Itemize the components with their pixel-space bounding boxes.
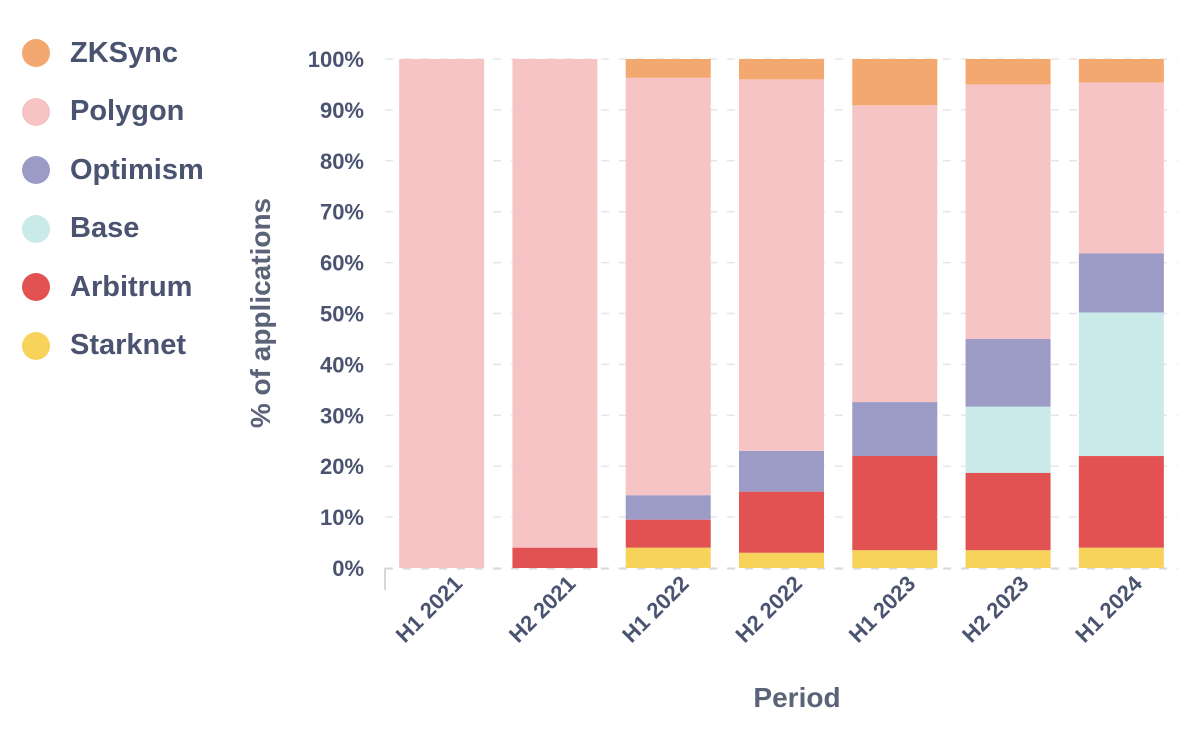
x-tick-label-h1-2024: H1 2024 [1070, 570, 1147, 647]
bar-optimism-h2-2023 [965, 338, 1051, 407]
y-tick-label: 20% [320, 454, 364, 479]
x-tick-label-h1-2023: H1 2023 [844, 571, 921, 648]
y-tick-label: 40% [320, 352, 364, 377]
y-tick-label: 70% [320, 200, 364, 225]
legend-item-optimism: Optimism [22, 141, 204, 200]
bar-zksync-h2-2023 [965, 59, 1051, 85]
x-tick-label-h1-2022: H1 2022 [617, 571, 694, 648]
x-axis-title: Period [753, 682, 840, 713]
bar-starknet-h1-2023 [852, 550, 938, 568]
bar-arbitrum-h2-2022 [739, 491, 824, 553]
bar-base-h2-2023 [965, 406, 1051, 473]
bar-optimism-h1-2024 [1078, 253, 1164, 313]
bar-zksync-h1-2024 [1078, 59, 1164, 83]
legend-swatch-polygon [22, 97, 50, 126]
legend-swatch-arbitrum [22, 273, 50, 302]
y-tick-label: 80% [320, 149, 364, 174]
legend-item-base: Base [22, 200, 204, 259]
legend-swatch-zksync [22, 39, 50, 68]
bar-base-h1-2024 [1078, 312, 1164, 457]
y-tick-label: 100% [308, 47, 364, 72]
bar-starknet-h2-2022 [739, 552, 824, 568]
bar-arbitrum-h1-2022 [625, 519, 711, 548]
legend-item-starknet: Starknet [22, 317, 204, 376]
legend-item-arbitrum: Arbitrum [22, 258, 204, 317]
legend-label-starknet: Starknet [70, 329, 187, 362]
legend-item-zksync: ZKSync [22, 24, 204, 83]
bar-polygon-h1-2022 [625, 77, 711, 496]
bar-polygon-h1-2021 [399, 59, 485, 568]
legend-label-optimism: Optimism [70, 153, 204, 186]
y-tick-label: 10% [320, 505, 364, 530]
legend-label-base: Base [70, 212, 140, 245]
bar-starknet-h1-2024 [1078, 547, 1164, 568]
bar-polygon-h1-2024 [1078, 82, 1164, 254]
bar-zksync-h1-2023 [852, 59, 938, 106]
legend-label-polygon: Polygon [70, 95, 185, 128]
bar-starknet-h2-2023 [965, 550, 1051, 568]
legend-item-polygon: Polygon [22, 83, 204, 142]
bar-polygon-h2-2021 [512, 59, 598, 548]
bar-zksync-h1-2022 [625, 59, 711, 78]
legend-swatch-base [22, 214, 50, 243]
x-tick-label-h2-2023: H2 2023 [957, 571, 1034, 648]
x-tick-label-h2-2021: H2 2021 [504, 571, 581, 648]
bar-starknet-h1-2022 [625, 547, 711, 568]
y-tick-label: 30% [320, 403, 364, 428]
legend-swatch-starknet [22, 331, 50, 360]
bar-arbitrum-h1-2024 [1078, 456, 1164, 548]
x-tick-label-h1-2021: H1 2021 [391, 571, 468, 648]
y-tick-label: 60% [320, 251, 364, 276]
bar-zksync-h2-2022 [739, 59, 824, 80]
legend-label-zksync: ZKSync [70, 36, 178, 69]
bar-optimism-h2-2022 [739, 450, 824, 492]
bar-optimism-h1-2022 [625, 495, 711, 520]
bar-arbitrum-h2-2023 [965, 472, 1051, 551]
y-axis-title: % of applications [245, 198, 276, 428]
bar-polygon-h2-2023 [965, 84, 1051, 339]
legend-label-arbitrum: Arbitrum [70, 270, 193, 303]
bar-optimism-h1-2023 [852, 402, 938, 457]
bar-arbitrum-h2-2021 [512, 547, 598, 568]
y-tick-label: 90% [320, 98, 364, 123]
bar-polygon-h1-2023 [852, 105, 938, 403]
x-tick-label-h2-2022: H2 2022 [731, 571, 808, 648]
legend-swatch-optimism [22, 156, 50, 185]
y-tick-label: 0% [332, 556, 364, 581]
bar-arbitrum-h1-2023 [852, 456, 938, 551]
y-tick-label: 50% [320, 302, 364, 327]
bar-polygon-h2-2022 [739, 79, 824, 451]
legend: ZKSync Polygon Optimism Base Arbitrum St… [22, 24, 204, 375]
